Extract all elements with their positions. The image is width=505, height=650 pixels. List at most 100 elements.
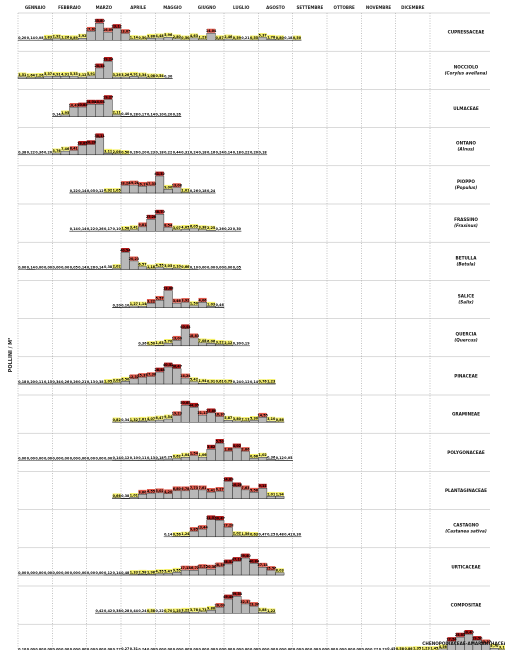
value-label-bg [172,298,181,303]
value-label-bg [61,110,70,115]
value-label: 0,00 [27,571,36,575]
value-label: 2,86 [241,448,250,452]
value-label: 24,14 [94,64,105,68]
value-label: 5,33 [70,72,79,76]
value-label: 0,17 [138,112,147,116]
value-label: 7,61 [198,486,207,490]
value-label: 0,26 [70,380,79,384]
value-label: 0,66 [113,494,122,498]
bar [206,343,216,347]
bar [120,185,130,194]
value-label: 0,00 [70,571,79,575]
bar [163,366,173,385]
value-label: 3,22 [216,340,224,344]
value-label: 5,02 [156,489,164,493]
bar [215,344,225,346]
value-label: 2,26 [35,73,44,77]
value-label: 0,00 [164,647,173,650]
value-label: 23,36 [249,603,260,607]
value-label: 0,26 [173,112,182,116]
value-label: 6,27 [216,487,225,491]
value-label-bg [146,264,156,269]
value-label: 5,57 [156,296,165,300]
value-label: 38,52 [223,560,233,564]
value-label-bg [258,483,267,488]
value-label: 40,44 [180,325,191,329]
value-label: 1,94 [198,379,207,383]
bar [223,38,233,41]
value-label: 0,00 [181,647,190,650]
bar [155,300,165,308]
bar [189,611,199,614]
value-label: 5,37 [44,72,53,76]
value-label-bg [155,488,164,493]
value-label-bg [232,416,241,421]
value-label-bg [164,339,173,344]
value-label: 5,42 [190,378,198,382]
value-label: 2,01 [267,492,276,496]
bar [146,303,156,308]
value-label-bg [189,224,199,229]
value-label: 0,11 [138,456,147,460]
bar [223,451,233,461]
value-label: 16,17 [137,182,148,186]
bar [249,420,259,423]
value-label: 5,56 [250,488,259,492]
value-label: 0,26 [190,189,199,193]
bar [52,38,62,41]
value-label: 19,26 [129,181,140,185]
bar [120,381,130,385]
bar [180,229,190,232]
value-label: 9,11 [259,484,268,488]
value-label: 4,55 [147,489,156,493]
value-label-bg [78,72,87,77]
value-label-bg [26,73,35,78]
bar [77,38,87,41]
value-label-bg [121,248,130,252]
value-label: 1,54 [190,452,199,456]
bar [198,229,208,232]
value-label-bg [112,24,121,29]
value-label: 2,06 [113,150,122,154]
bar [223,344,233,347]
value-label-bg [258,412,267,417]
bar [52,76,62,79]
value-label: 0,34 [53,380,62,384]
value-label-bg [164,414,173,419]
value-label-bg [267,379,276,384]
taxon-name-quercia: QUERCIA [456,332,478,337]
value-label-bg [181,324,190,329]
value-label-bg [232,482,241,487]
bar [223,527,233,537]
value-label-bg [146,489,156,494]
value-label-bg [215,603,224,608]
value-label: 0,00 [233,647,242,650]
value-label: 0,56 [173,532,182,536]
value-label-bg [189,485,199,490]
value-label: 1,23 [198,36,207,40]
value-label: 0,00 [53,456,62,460]
value-label: 0,00 [18,456,27,460]
value-label-bg [189,301,199,306]
value-label: 0,22 [370,647,378,650]
value-label: 5,96 [164,33,173,37]
value-label: 17,38 [146,373,157,377]
value-label-bg [121,181,130,186]
bar [155,492,165,499]
taxon-name-cupressaceae: CUPRESSACEAE [448,30,485,35]
value-label: 27,14 [257,563,268,567]
value-label: 0,00 [301,647,310,650]
value-label: 0,00 [44,647,53,650]
bar [249,492,259,499]
value-label: 3,78 [190,608,199,612]
value-label-bg [104,57,113,61]
value-label: 4,91 [53,72,62,76]
month-label-top: OTTOBRE [334,5,355,10]
value-label-bg [129,417,138,422]
value-label: 0,20 [250,151,259,155]
value-label: 0,44 [173,151,182,155]
value-label: 0,14 [113,456,122,460]
bar [180,302,190,308]
value-label: 3,34 [138,73,147,77]
bar [215,491,225,499]
